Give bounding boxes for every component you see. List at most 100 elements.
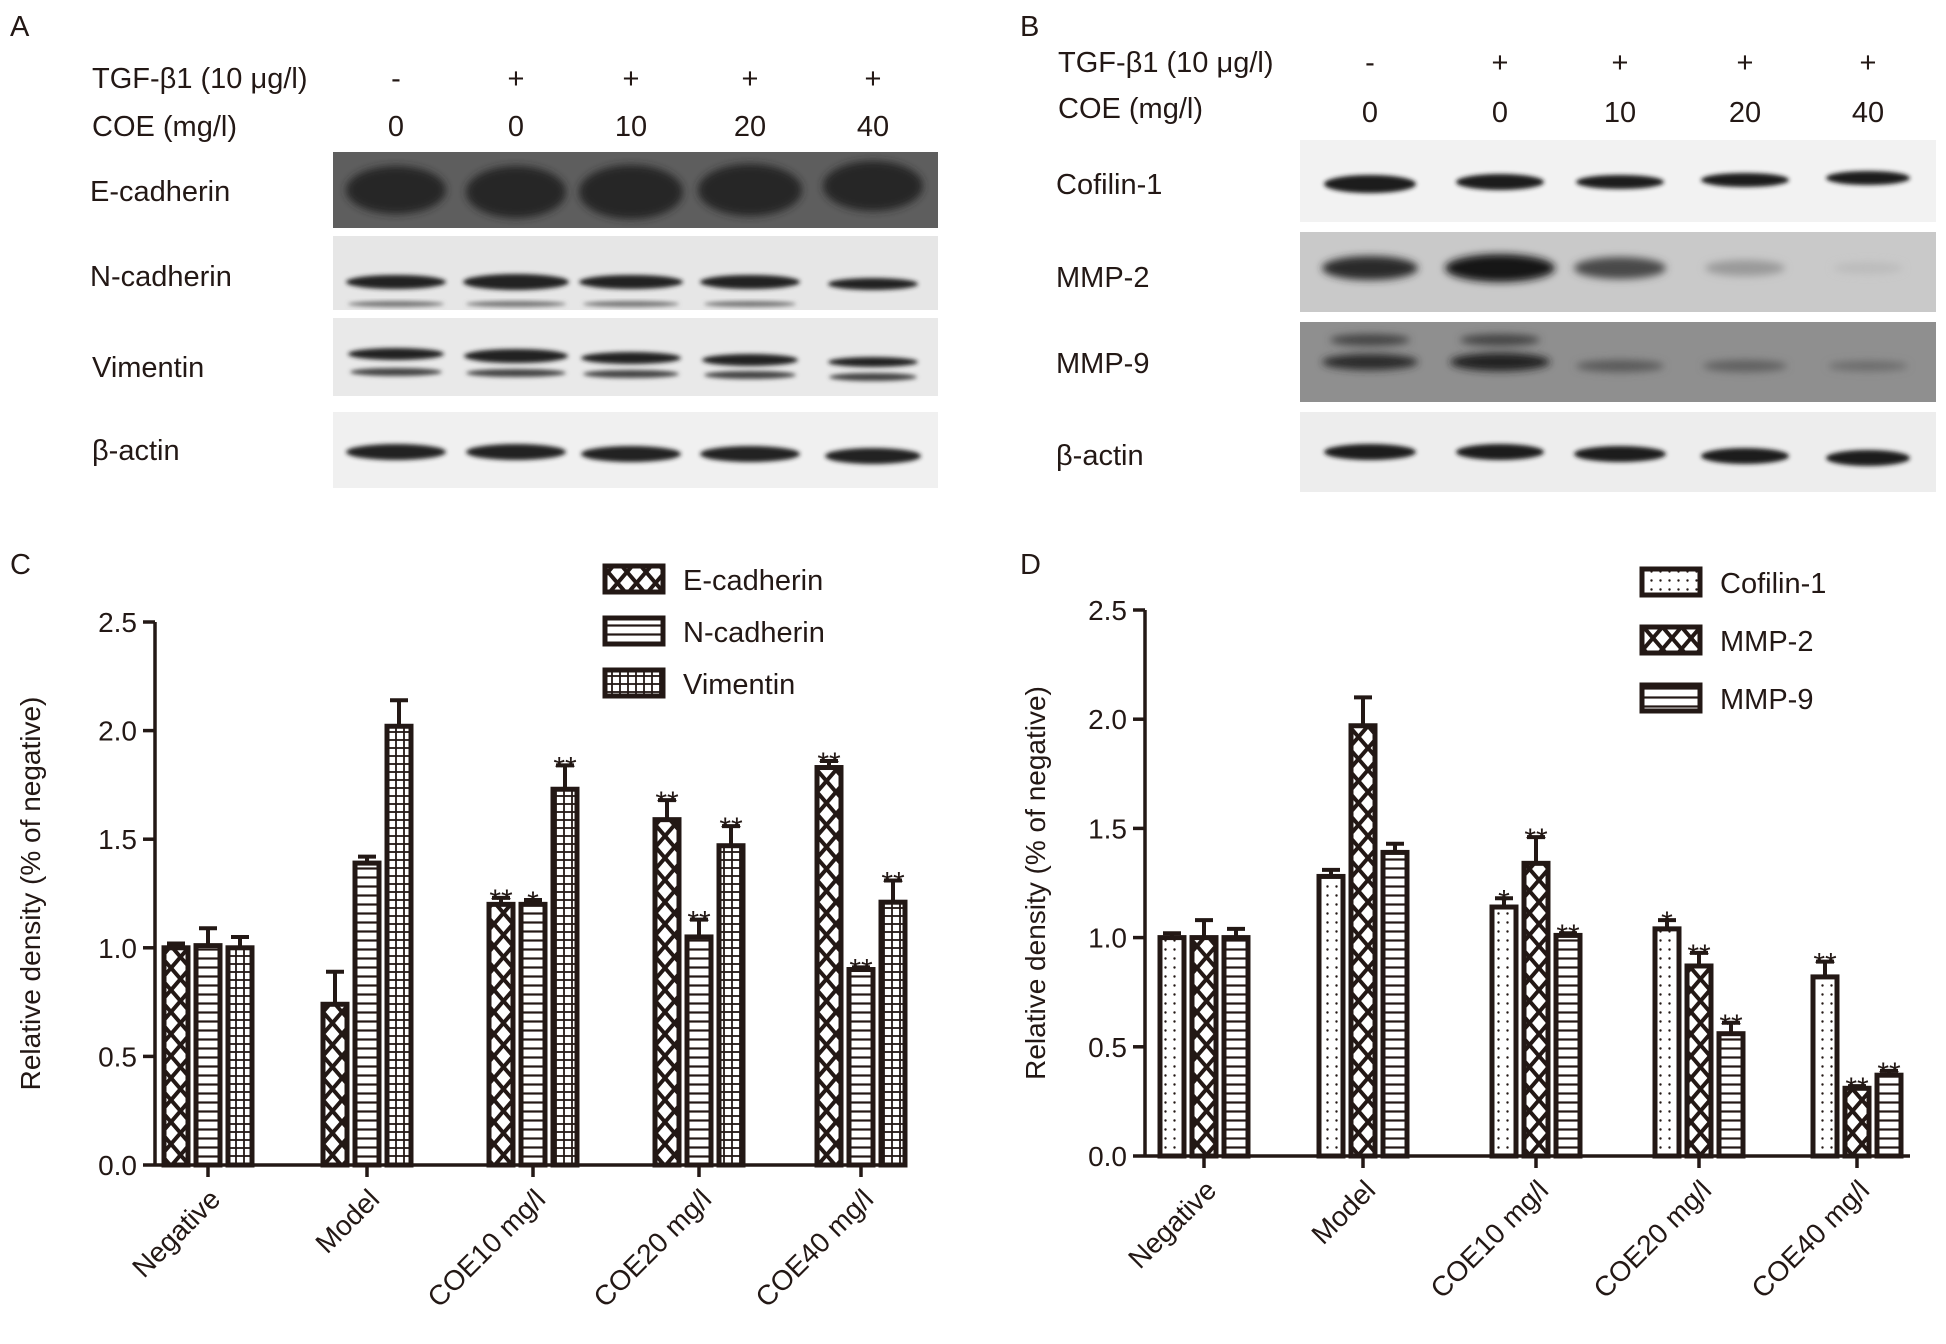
bar-mmp-9 [1716,1031,1746,1159]
blot-a-image [333,152,938,488]
significance-mark: ** [1687,939,1711,972]
blot-a-tgf-sign: + [508,63,525,95]
blot-b-coe-value: 0 [1362,97,1378,129]
bar-mmp-9 [1553,932,1583,1159]
x-tick-label: Negative [126,1183,226,1283]
blot-b-band-label: MMP-9 [1056,348,1149,380]
bar-mmp-9 [1874,1072,1904,1159]
blot-a-band-label: N-cadherin [90,261,232,293]
blot-b-tgf-sign: + [1492,47,1509,79]
bar-e-cadherin [652,817,682,1168]
y-axis-label: Relative density (% of negative) [1020,686,1051,1080]
bar-mmp-2 [1348,723,1378,1159]
chart-d: Relative density (% of negative) 0.0 0.5 1.… [1020,566,1910,1304]
legend-label: Vimentin [683,669,795,701]
x-tick-label: Model [1305,1174,1381,1250]
y-tick-label: 1.0 [1088,923,1127,954]
bar-n-cadherin [518,901,548,1168]
blot-b-tgf-sign: + [1860,47,1877,79]
bar-cofilin-1 [1489,904,1519,1159]
blot-a-tgf-sign: + [742,63,759,95]
x-tick-label: Negative [1122,1174,1222,1274]
blot-a-tgf-sign: + [623,63,640,95]
y-tick-label: 1.5 [98,824,137,855]
significance-mark: ** [489,884,513,917]
bar-e-cadherin [814,765,844,1168]
legend-swatch-e-cadherin [602,563,666,595]
bar-vimentin [225,945,255,1168]
significance-mark: ** [687,906,711,939]
significance-mark: * [1498,884,1510,917]
legend-label: E-cadherin [683,565,823,597]
bar-vimentin [878,899,908,1168]
blot-a-band-label: β-actin [92,435,180,467]
bar-mmp-9 [1221,935,1251,1159]
blot-b-image [1300,140,1936,492]
blot-b-tgf-sign: - [1365,47,1375,79]
legend-swatch-mmp-9 [1639,682,1703,714]
x-tick-label: COE10 mg/l [421,1183,551,1313]
blot-a-tgf-sign: - [391,63,401,95]
blot-a-band-label: Vimentin [92,352,204,384]
significance-mark: * [527,886,539,919]
y-tick-label: 0.5 [98,1041,137,1072]
blot-a-coe-value: 0 [508,111,524,143]
y-tick-label: 1.5 [1088,813,1127,844]
significance-mark: ** [553,751,577,784]
y-tick-label: 0.0 [98,1150,137,1181]
panel-letter-d: D [1020,549,1041,581]
significance-mark: ** [817,747,841,780]
legend-swatch-cofilin-1 [1639,566,1703,598]
bar-vimentin [550,786,580,1168]
y-tick-label: 2.0 [98,716,137,747]
x-tick-label: COE10 mg/l [1424,1174,1554,1304]
blot-a-header: TGF-β1 (10 μg/l) COE (mg/l) - + + + + 0 … [90,63,889,467]
blot-b-band-label: β-actin [1056,440,1144,472]
x-tick-label: COE40 mg/l [1745,1174,1875,1304]
bar-cofilin-1 [1810,974,1840,1159]
legend-label: Cofilin-1 [1720,568,1826,600]
blot-a-coe-label: COE (mg/l) [92,111,237,143]
legend-swatch-mmp-2 [1639,624,1703,656]
bar-e-cadherin [486,901,516,1168]
significance-mark: ** [849,953,873,986]
legend-label: MMP-2 [1720,626,1813,658]
bar-cofilin-1 [1316,873,1346,1159]
blot-b-tgf-sign: + [1737,47,1754,79]
blot-b-coe-value: 10 [1604,97,1636,129]
y-tick-label: 2.5 [98,607,137,638]
bar-n-cadherin [352,860,382,1168]
bar-vimentin [716,843,746,1168]
bar-mmp-2 [1842,1085,1872,1159]
blot-a-coe-value: 10 [615,111,647,143]
panel-letter-b: B [1020,11,1039,43]
y-tick-label: 2.0 [1088,704,1127,735]
bar-mmp-9 [1380,849,1410,1159]
significance-mark: ** [1524,823,1548,856]
significance-mark: ** [1719,1009,1743,1042]
bar-n-cadherin [193,943,223,1168]
blot-b-band-label: MMP-2 [1056,262,1149,294]
blot-a-tgf-label: TGF-β1 (10 μg/l) [92,63,307,95]
bar-n-cadherin [846,967,876,1168]
bar-vimentin [384,723,414,1168]
blot-a-coe-value: 40 [857,111,889,143]
legend-label: MMP-9 [1720,684,1813,716]
bar-mmp-2 [1684,963,1714,1159]
x-tick-label: Model [309,1183,385,1259]
significance-mark: ** [1556,919,1580,952]
bar-mmp-2 [1189,935,1219,1159]
blot-b-band-label: Cofilin-1 [1056,169,1162,201]
blot-a-coe-value: 0 [388,111,404,143]
panel-letter-c: C [10,549,31,581]
significance-mark: * [1661,906,1673,939]
blot-b-coe-label: COE (mg/l) [1058,93,1203,125]
bar-e-cadherin [161,945,191,1168]
bar-n-cadherin [684,934,714,1168]
bar-cofilin-1 [1157,935,1187,1159]
blot-a-tgf-sign: + [865,63,882,95]
significance-mark: ** [1813,948,1837,981]
blot-b-coe-value: 0 [1492,97,1508,129]
y-tick-label: 0.0 [1088,1141,1127,1172]
